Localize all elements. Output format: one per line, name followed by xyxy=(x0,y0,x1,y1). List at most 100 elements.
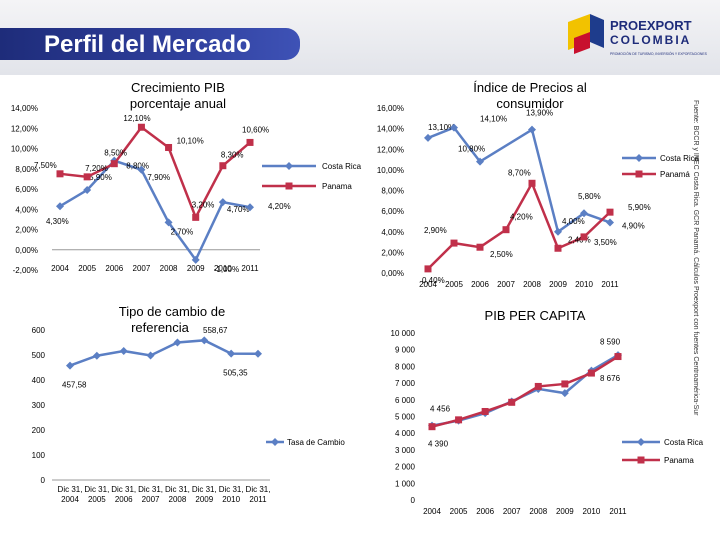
data-label: 8,80% xyxy=(126,162,149,171)
legend-label: Tasa de Cambio xyxy=(287,438,345,447)
y-tick-label: -2,00% xyxy=(13,266,38,275)
data-label: 10,60% xyxy=(242,125,269,134)
x-tick-label: Dic 31, xyxy=(138,485,163,494)
legend-marker xyxy=(635,154,643,162)
data-point xyxy=(528,179,536,187)
y-tick-label: 12,00% xyxy=(377,145,404,154)
data-point xyxy=(56,170,64,178)
y-tick-label: 400 xyxy=(32,376,46,385)
data-label: 4,30% xyxy=(46,217,69,226)
data-point xyxy=(66,361,74,370)
data-label: 2,70% xyxy=(171,227,194,236)
y-tick-label: 500 xyxy=(32,351,46,360)
data-point xyxy=(528,125,536,134)
y-tick-label: 10,00% xyxy=(377,166,404,175)
data-point xyxy=(164,218,173,227)
legend-marker xyxy=(285,182,293,190)
data-label: 2,40% xyxy=(568,235,591,244)
data-point xyxy=(428,423,436,431)
x-tick-label: Dic 31, xyxy=(192,485,217,494)
x-tick-label: Dic 31, xyxy=(111,485,136,494)
data-point xyxy=(137,123,145,131)
x-tick-label: 2010 xyxy=(214,264,232,273)
chart-gdp-per-capita: PIB PER CAPITA 0 1 000 2 000 3 000 4 000 5 000… xyxy=(391,308,704,516)
data-label: 10,10% xyxy=(177,136,204,145)
data-point xyxy=(580,233,588,241)
x-tick-label: 2004 xyxy=(423,507,441,516)
chart-title-line: PIB PER CAPITA xyxy=(485,308,586,323)
data-point xyxy=(83,173,91,181)
data-label: 4,90% xyxy=(622,221,645,230)
x-tick-label: 2007 xyxy=(497,280,515,289)
logo-word-colombia: COLOMBIA xyxy=(610,33,691,47)
data-point xyxy=(450,239,458,247)
x-tick-label: 2004 xyxy=(61,495,79,504)
x-tick-label: Dic 31, xyxy=(246,485,271,494)
x-tick-label: Dic 31, xyxy=(219,485,244,494)
data-label: 7,50% xyxy=(34,161,57,170)
x-tick-label: 2011 xyxy=(241,264,259,273)
x-tick-label: Dic 31, xyxy=(165,485,190,494)
data-label: 7,20% xyxy=(85,164,108,173)
y-tick-label: 300 xyxy=(32,401,46,410)
title-value-label: 558,67 xyxy=(203,326,228,335)
data-label: 8 676 xyxy=(600,374,621,383)
x-tick-label: 2004 xyxy=(419,280,437,289)
x-tick-label: 2005 xyxy=(78,264,96,273)
legend-label: Panama xyxy=(322,182,352,191)
data-point xyxy=(614,353,622,361)
data-label: 4,20% xyxy=(268,202,291,211)
data-label: 4 390 xyxy=(428,440,449,449)
data-point xyxy=(554,244,562,252)
x-tick-label: 2005 xyxy=(88,495,106,504)
logo-word-proexport: PROEXPORT xyxy=(610,18,692,33)
data-point xyxy=(476,157,484,166)
series-line xyxy=(59,125,251,221)
data-point xyxy=(137,165,146,174)
x-tick-label: 2006 xyxy=(476,507,494,516)
data-label: 14,10% xyxy=(480,115,507,124)
data-point xyxy=(92,351,101,360)
x-tick-label: 2005 xyxy=(445,280,463,289)
data-point xyxy=(450,123,458,132)
legend-marker xyxy=(637,438,645,446)
data-point xyxy=(119,347,128,355)
data-label: 10,80% xyxy=(458,145,485,154)
data-point xyxy=(424,265,432,273)
y-tick-label: 4 000 xyxy=(395,429,416,438)
y-tick-label: 200 xyxy=(32,426,46,435)
x-tick-label: Dic 31, xyxy=(84,485,109,494)
x-tick-label: 2009 xyxy=(187,264,205,273)
y-tick-label: 6,00% xyxy=(15,185,38,194)
data-point xyxy=(587,369,595,377)
legend-label: Costa Rica xyxy=(664,438,704,447)
legend-marker xyxy=(271,438,279,446)
legend-marker xyxy=(637,456,645,464)
series-line xyxy=(69,339,259,367)
legend-label: Costa Rica xyxy=(660,154,700,163)
x-tick-label: 2006 xyxy=(115,495,133,504)
data-label: 4,70% xyxy=(227,205,250,214)
logo-flag-red xyxy=(574,32,590,54)
chart-title-line: referencia xyxy=(131,320,190,335)
data-point xyxy=(246,203,254,212)
x-tick-label: 2008 xyxy=(160,264,178,273)
legend-label: Panamá xyxy=(660,170,690,179)
data-label: 4,20% xyxy=(510,213,533,222)
data-point xyxy=(424,133,432,142)
data-point xyxy=(200,336,209,345)
data-point xyxy=(173,338,182,347)
data-point xyxy=(254,349,262,358)
data-point xyxy=(192,213,200,221)
data-point xyxy=(165,143,173,151)
data-label: 5,90% xyxy=(89,173,112,182)
data-point xyxy=(246,138,254,146)
legend-label: Costa Rica xyxy=(322,162,362,171)
y-tick-label: 0,00% xyxy=(381,269,404,278)
x-tick-label: 2010 xyxy=(222,495,240,504)
x-tick-label: 2011 xyxy=(249,495,267,504)
data-point xyxy=(560,389,569,398)
data-point xyxy=(534,382,542,390)
